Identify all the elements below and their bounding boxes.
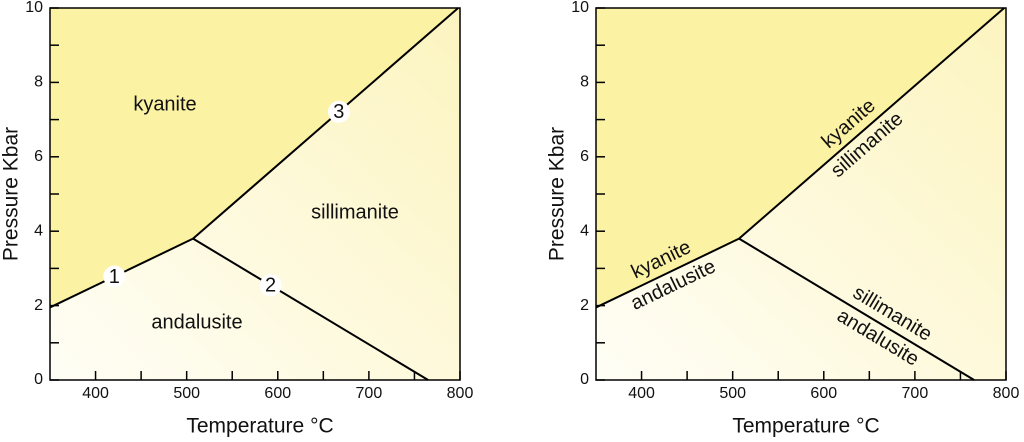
region-label: kyanite	[133, 93, 196, 115]
boundary-marker	[259, 274, 282, 297]
panel: 400 500 600 700 800 0 2 4 6 8 10 Temperature °C Pres…	[546, 0, 1020, 438]
boundary-line	[192, 237, 429, 381]
y-tick-label: 4	[580, 222, 589, 239]
y-tick-label: 6	[34, 148, 43, 165]
x-tick-label: 400	[628, 385, 655, 402]
panel: 400 500 600 700 800 0 2 4 6 8 10 Temperature °C Pres…	[0, 0, 473, 438]
y-tick-label: 10	[25, 0, 43, 16]
boundary-line	[738, 7, 1005, 240]
boundary-marker	[327, 100, 350, 123]
x-tick-label: 600	[264, 385, 291, 402]
region-label: sillimanite	[311, 201, 399, 223]
y-tick-label: 8	[580, 74, 589, 91]
x-tick-label: 800	[447, 385, 474, 402]
region-fill	[50, 8, 459, 308]
boundary-name: 1	[109, 266, 120, 288]
x-tick-label: 500	[719, 385, 746, 402]
boundary-name: 2	[265, 275, 276, 297]
y-tick-label: 6	[580, 148, 589, 165]
y-tick-label: 2	[34, 297, 43, 314]
y-axis-label: Pressure Kbar	[546, 127, 569, 261]
y-tick-label: 0	[34, 371, 43, 388]
boundary-line	[192, 7, 459, 240]
y-axis-label: Pressure Kbar	[0, 127, 23, 261]
x-axis-label: Temperature °C	[186, 415, 333, 438]
x-axis-label: Temperature °C	[732, 415, 879, 438]
y-tick-label: 4	[34, 222, 43, 239]
boundary-line	[738, 237, 975, 381]
x-tick-label: 700	[356, 385, 383, 402]
boundary-name: 3	[333, 101, 344, 123]
region-label: andalusite	[151, 311, 242, 333]
boundary-marker	[103, 265, 126, 288]
x-tick-label: 700	[902, 385, 929, 402]
x-tick-label: 600	[810, 385, 837, 402]
x-tick-label: 400	[82, 385, 109, 402]
y-tick-label: 2	[580, 297, 589, 314]
boundary-line	[595, 237, 740, 309]
y-tick-label: 10	[571, 0, 589, 16]
y-tick-label: 8	[34, 74, 43, 91]
region-fill	[596, 8, 1005, 308]
x-tick-label: 800	[993, 385, 1020, 402]
y-tick-label: 0	[580, 371, 589, 388]
x-tick-label: 500	[173, 385, 200, 402]
